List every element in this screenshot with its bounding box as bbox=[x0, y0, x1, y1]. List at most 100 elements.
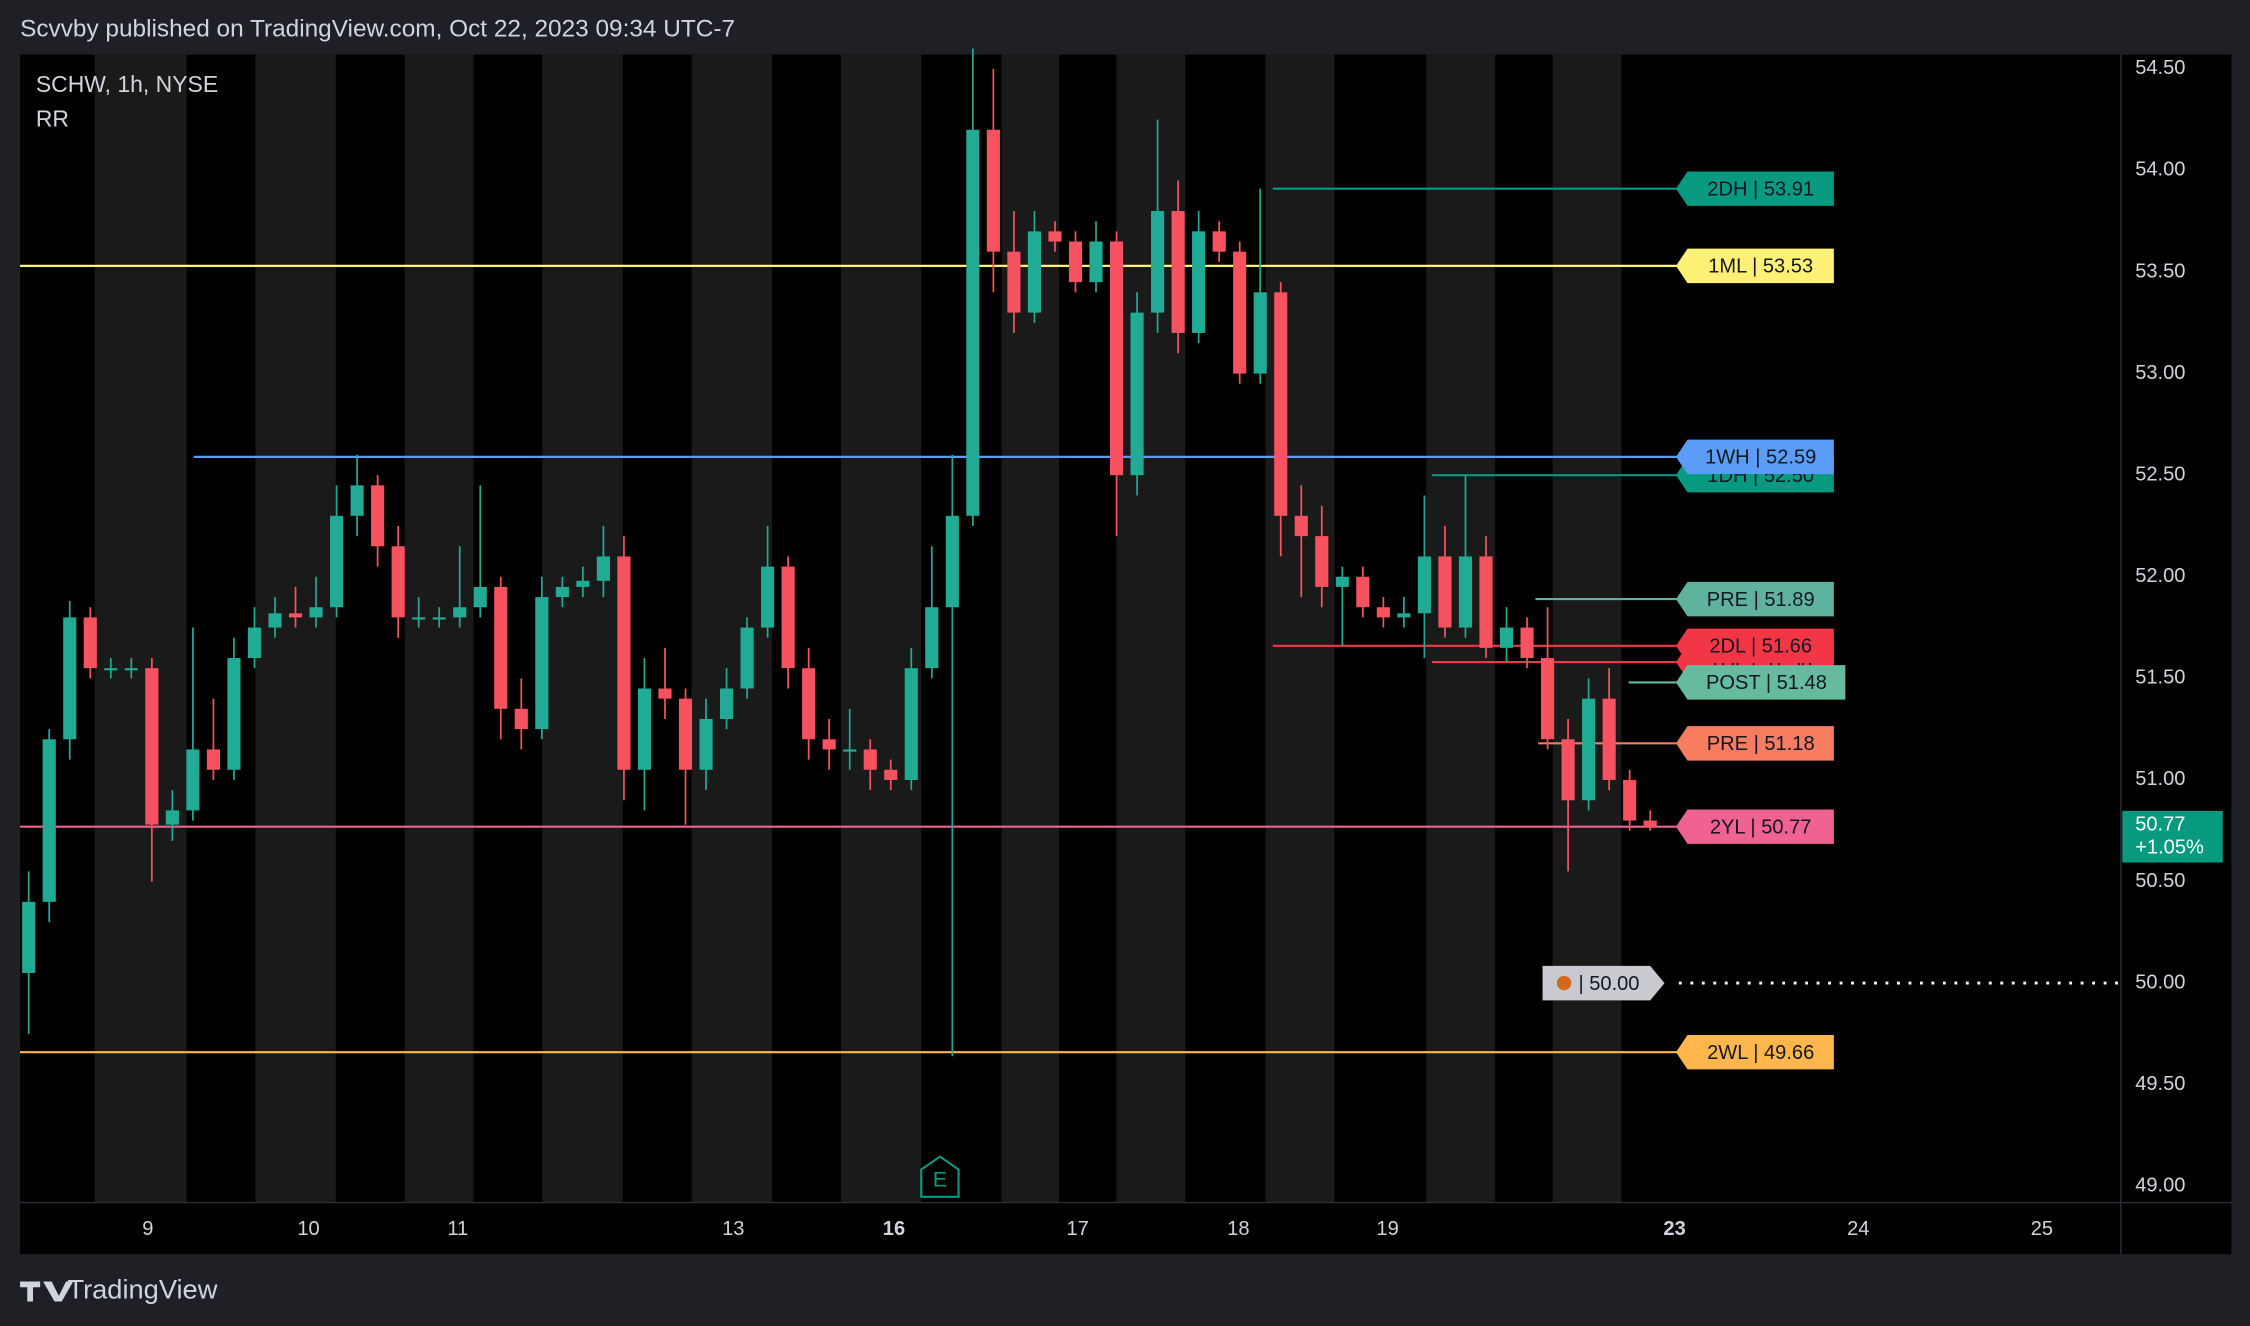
candle-body bbox=[227, 658, 241, 770]
candle-body bbox=[391, 546, 405, 618]
candle-body bbox=[1540, 658, 1555, 740]
candle-body bbox=[206, 749, 220, 770]
logo-icon bbox=[20, 1281, 74, 1302]
session-band bbox=[691, 54, 773, 1203]
candle-body bbox=[1315, 536, 1329, 587]
candle-body bbox=[658, 688, 672, 699]
candle-body bbox=[678, 698, 693, 770]
candle-body bbox=[925, 607, 939, 669]
x-tick-label: 13 bbox=[722, 1218, 744, 1240]
candle-body bbox=[555, 586, 569, 598]
candle-body bbox=[719, 688, 734, 719]
candle-body bbox=[1171, 211, 1185, 333]
candle-body bbox=[1233, 251, 1247, 374]
candle-body bbox=[1151, 211, 1165, 313]
candle-body bbox=[42, 739, 56, 902]
candle-body bbox=[145, 668, 159, 825]
candle-body bbox=[1602, 698, 1616, 780]
y-tick-label: 54.00 bbox=[2135, 159, 2185, 181]
chart-subtitle: RR bbox=[36, 106, 69, 132]
candle-body bbox=[884, 769, 898, 780]
candle-body bbox=[104, 668, 118, 671]
candle-body bbox=[1561, 739, 1575, 801]
candle-body bbox=[986, 129, 1000, 252]
session-band bbox=[1552, 54, 1622, 1203]
level-pill bbox=[1676, 726, 1834, 761]
level-pill bbox=[1676, 665, 1846, 700]
candle-body bbox=[576, 580, 590, 587]
x-tick-label: 19 bbox=[1376, 1218, 1398, 1240]
y-tick-label: 50.50 bbox=[2135, 870, 2185, 892]
last-price: 50.77 bbox=[2135, 814, 2185, 836]
candle-body bbox=[494, 586, 508, 709]
level-pill bbox=[1676, 248, 1834, 284]
level-label: | 50.00 bbox=[1578, 973, 1639, 995]
y-tick-label: 52.50 bbox=[2135, 463, 2185, 485]
candle-body bbox=[186, 749, 200, 811]
candle-body bbox=[904, 668, 918, 780]
level-label: POST | 51.48 bbox=[1706, 672, 1827, 694]
candle-body bbox=[1438, 556, 1452, 628]
event-badge[interactable] bbox=[920, 1155, 960, 1198]
y-tick-label: 51.00 bbox=[2135, 768, 2185, 790]
candle-body bbox=[1479, 556, 1493, 648]
candle-body bbox=[83, 617, 97, 669]
candle-body bbox=[945, 515, 959, 608]
candle-body bbox=[1520, 627, 1534, 659]
x-tick-label: 24 bbox=[1847, 1218, 1869, 1240]
candle-body bbox=[514, 708, 528, 730]
candle-body bbox=[1212, 231, 1226, 252]
candle-body bbox=[412, 617, 426, 620]
candle-body bbox=[1417, 556, 1431, 614]
plot: 49.00 49.50 50.00 50.50 51.00 51.50 52.00 52.50… bbox=[20, 48, 2223, 1240]
level-label: 1WH | 52.59 bbox=[1705, 447, 1816, 469]
candle-body bbox=[371, 485, 385, 547]
last-price-change: +1.05% bbox=[2135, 836, 2204, 858]
candle-body bbox=[1130, 312, 1144, 476]
candle-body bbox=[473, 586, 487, 608]
candle-body bbox=[802, 668, 816, 740]
candle-body bbox=[63, 617, 77, 740]
session-band bbox=[255, 54, 336, 1203]
candle-body bbox=[1253, 292, 1267, 374]
level-pill bbox=[1676, 628, 1834, 664]
candle-body bbox=[330, 515, 344, 608]
y-tick-label: 53.00 bbox=[2135, 362, 2185, 384]
candle-body bbox=[124, 668, 138, 671]
candle-body bbox=[247, 627, 262, 659]
price-axis bbox=[2120, 54, 2232, 1255]
y-tick-label: 49.50 bbox=[2135, 1073, 2185, 1095]
event-marker[interactable]: E bbox=[933, 1168, 947, 1192]
level-icon bbox=[1556, 975, 1572, 991]
candle-body bbox=[740, 627, 754, 689]
level-pill bbox=[1676, 171, 1834, 206]
candle-body bbox=[863, 749, 877, 770]
level-label: 2DH | 53.91 bbox=[1707, 178, 1814, 200]
candle-body bbox=[1397, 613, 1411, 618]
candle-body bbox=[432, 617, 446, 620]
candle-body bbox=[1048, 231, 1062, 242]
x-tick-label: 16 bbox=[883, 1218, 905, 1240]
level-pill bbox=[1676, 439, 1834, 475]
candle-body bbox=[761, 566, 775, 628]
footer-logo[interactable]: TradingView bbox=[67, 1274, 217, 1305]
level-label: 1ML | 53.53 bbox=[1708, 256, 1813, 278]
candle-body bbox=[1109, 241, 1124, 476]
candle-body bbox=[1356, 576, 1370, 608]
candle-body bbox=[1582, 698, 1596, 801]
candle-body bbox=[268, 613, 282, 628]
candle-body bbox=[843, 749, 857, 752]
session-band bbox=[542, 54, 623, 1203]
candle-body bbox=[22, 901, 36, 973]
level-label: PRE | 51.18 bbox=[1707, 733, 1815, 755]
chart-title: SCHW, 1h, NYSE bbox=[36, 71, 218, 97]
header: Scvvby published on TradingView.com, Oct… bbox=[20, 16, 735, 43]
x-tick-label: 18 bbox=[1227, 1218, 1249, 1240]
session-band bbox=[94, 54, 187, 1203]
session-band bbox=[840, 54, 922, 1203]
candle-body bbox=[637, 688, 652, 770]
x-tick-label: 11 bbox=[447, 1218, 468, 1240]
y-tick-label: 54.50 bbox=[2135, 57, 2185, 79]
